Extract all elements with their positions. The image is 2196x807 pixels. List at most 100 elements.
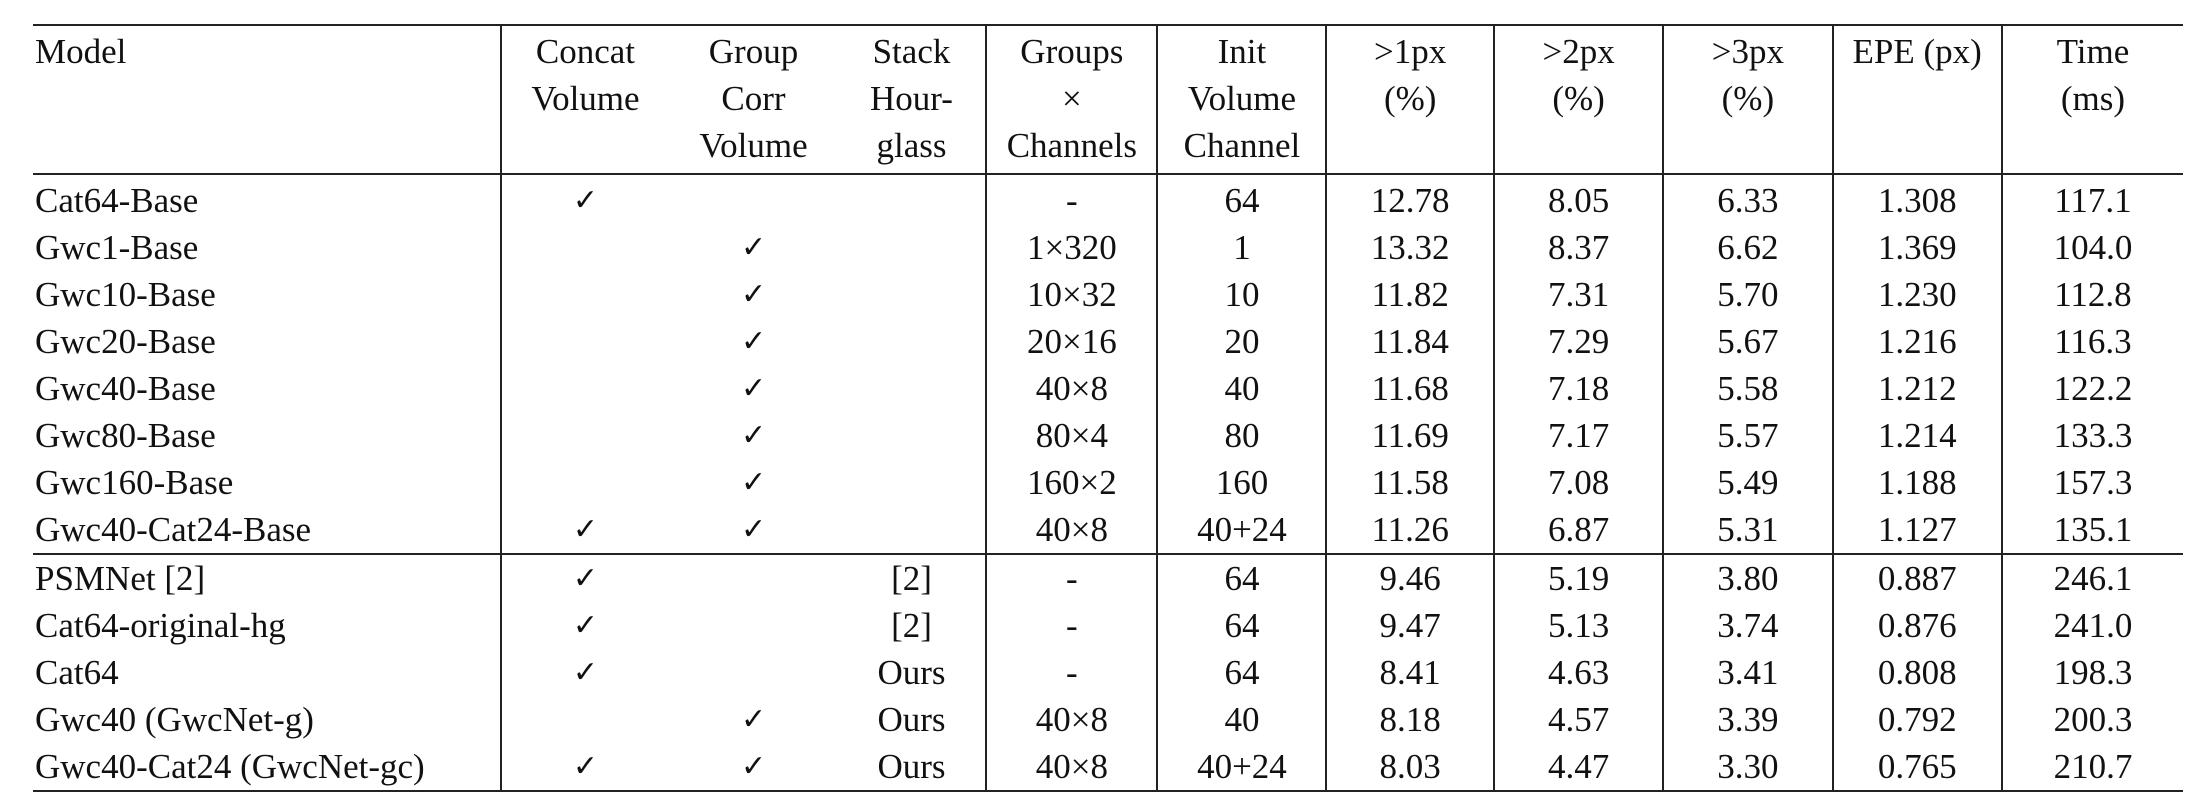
error-1px-cell: 11.84 — [1326, 318, 1495, 365]
group-corr-cell — [669, 174, 838, 224]
table-row: Gwc160-Base ✓ 160×2 160 11.58 7.08 5.49 1.188 15… — [33, 459, 2183, 506]
epe-cell: 1.212 — [1832, 365, 2003, 412]
header-line: Channel — [1183, 126, 1301, 165]
error-2px-cell: 4.47 — [1493, 743, 1665, 791]
header-line: Volume — [531, 79, 640, 118]
stack-hourglass-cell: Ours — [837, 649, 988, 696]
groups-channels-cell: 80×4 — [986, 412, 1159, 459]
stack-hourglass-cell — [837, 365, 988, 412]
group-corr-cell — [669, 649, 838, 696]
stack-hourglass-cell: Ours — [837, 743, 988, 791]
error-3px-cell: 3.30 — [1663, 743, 1834, 791]
error-2px-cell: 7.31 — [1493, 271, 1665, 318]
time-cell: 135.1 — [2053, 510, 2133, 549]
epe-cell: 1.216 — [1832, 318, 2003, 365]
full-models-group: PSMNet [2] ✓ [2] -64 9.46 5.19 3.80 0.887 246.1 C… — [33, 554, 2183, 791]
error-2px-cell: 7.29 — [1493, 318, 1665, 365]
epe-cell: 0.792 — [1832, 696, 2003, 743]
concat-volume-cell: ✓ — [572, 655, 599, 690]
concat-volume-cell: ✓ — [572, 512, 599, 547]
epe-cell: 1.188 — [1832, 459, 2003, 506]
header-epe: EPE (px) — [1832, 25, 2003, 174]
header-time: Time (ms) — [2002, 25, 2183, 174]
model-cell: Gwc160-Base — [33, 459, 502, 506]
init-channel-cell: 1 — [1157, 224, 1328, 271]
table-row: Cat64-original-hg ✓ [2] -64 9.47 5.13 3.74 0.87… — [33, 602, 2183, 649]
error-3px-cell: 5.49 — [1663, 459, 1834, 506]
epe-cell: 1.369 — [1832, 224, 2003, 271]
groups-channels-cell: 160×2 — [986, 459, 1159, 506]
header-line: >3px — [1711, 32, 1785, 71]
epe-cell: 1.230 — [1832, 271, 2003, 318]
header-line: (ms) — [2060, 79, 2126, 118]
init-channel-cell: 10 — [1157, 271, 1328, 318]
table-row: Gwc80-Base ✓ 80×4 80 11.69 7.17 5.57 1.214 133.3 — [33, 412, 2183, 459]
header-line: >2px — [1542, 32, 1615, 71]
time-cell: 157.3 — [2053, 463, 2133, 502]
model-cell: Gwc1-Base — [33, 224, 502, 271]
header-line: (%) — [1552, 79, 1605, 118]
header-init-volume-channel: Init Volume Channel — [1157, 25, 1328, 174]
header-line: Hour- — [870, 79, 953, 118]
error-3px-cell: 5.31 — [1663, 506, 1834, 554]
error-3px-cell: 5.58 — [1663, 365, 1834, 412]
group-corr-cell: ✓ — [740, 324, 767, 359]
results-table: Model Concat Volume Group Corr Volume St… — [33, 24, 2183, 792]
groups-channels-cell: 40×8 — [986, 743, 1159, 791]
header-groups-channels: Groups × Channels — [986, 25, 1159, 174]
init-channel-cell: 64 — [1157, 174, 1328, 224]
groups-channels-cell: 40×8 — [986, 696, 1159, 743]
model-cell: Gwc40-Cat24-Base — [33, 506, 502, 554]
stack-hourglass-cell — [837, 271, 988, 318]
group-corr-cell — [669, 602, 838, 649]
concat-volume-cell: ✓ — [572, 608, 599, 643]
header-line: Concat — [535, 32, 636, 71]
error-3px-cell: 3.39 — [1663, 696, 1834, 743]
table-row: Gwc20-Base ✓ 20×16 20 11.84 7.29 5.67 1.216 116.… — [33, 318, 2183, 365]
groups-channels-cell: 1×320 — [986, 224, 1159, 271]
table-row: Gwc40-Cat24 (GwcNet-gc) ✓ ✓ Ours 40×8 40+24 8.… — [33, 743, 2183, 791]
model-cell: PSMNet [2] — [33, 554, 502, 602]
table-header: Model Concat Volume Group Corr Volume St… — [33, 25, 2183, 174]
group-corr-cell: ✓ — [740, 277, 767, 312]
error-2px-cell: 5.19 — [1493, 554, 1665, 602]
concat-volume-cell — [501, 271, 670, 318]
error-1px-cell: 8.03 — [1326, 743, 1495, 791]
time-cell: 133.3 — [2053, 416, 2133, 455]
groups-channels-cell: 40×8 — [986, 365, 1159, 412]
concat-volume-cell: ✓ — [572, 183, 599, 218]
groups-channels-cell: 40×8 — [986, 506, 1159, 554]
error-3px-cell: 3.41 — [1663, 649, 1834, 696]
concat-volume-cell — [501, 412, 670, 459]
error-1px-cell: 11.58 — [1326, 459, 1495, 506]
model-cell: Gwc40-Base — [33, 365, 502, 412]
error-3px-cell: 6.33 — [1663, 174, 1834, 224]
model-cell: Gwc20-Base — [33, 318, 502, 365]
groups-channels-cell: - — [986, 554, 1159, 602]
stack-hourglass-cell: [2] — [837, 602, 988, 649]
init-channel-cell: 64 — [1157, 602, 1328, 649]
groups-channels-cell: - — [986, 602, 1159, 649]
group-corr-cell: ✓ — [740, 512, 767, 547]
error-2px-cell: 7.18 — [1493, 365, 1665, 412]
header-line: (%) — [1383, 79, 1437, 118]
table-row: Gwc40 (GwcNet-g) ✓ Ours 40×8 40 8.18 4.57 3.39 0… — [33, 696, 2183, 743]
init-channel-cell: 20 — [1157, 318, 1328, 365]
epe-cell: 0.765 — [1832, 743, 2003, 791]
init-channel-cell: 40+24 — [1157, 506, 1328, 554]
error-2px-cell: 4.63 — [1493, 649, 1665, 696]
group-corr-cell: ✓ — [740, 465, 767, 500]
time-cell: 117.1 — [2054, 181, 2132, 220]
group-corr-cell: ✓ — [740, 749, 767, 784]
init-channel-cell: 160 — [1157, 459, 1328, 506]
error-1px-cell: 13.32 — [1326, 224, 1495, 271]
stack-hourglass-cell — [837, 412, 988, 459]
stack-hourglass-cell — [837, 318, 988, 365]
time-cell: 246.1 — [2053, 559, 2133, 598]
header-row: Model Concat Volume Group Corr Volume St… — [33, 25, 2183, 174]
group-corr-cell: ✓ — [740, 702, 767, 737]
init-channel-cell: 80 — [1157, 412, 1328, 459]
time-cell: 241.0 — [2053, 606, 2133, 645]
init-channel-cell: 40+24 — [1157, 743, 1328, 791]
stack-hourglass-cell — [837, 459, 988, 506]
